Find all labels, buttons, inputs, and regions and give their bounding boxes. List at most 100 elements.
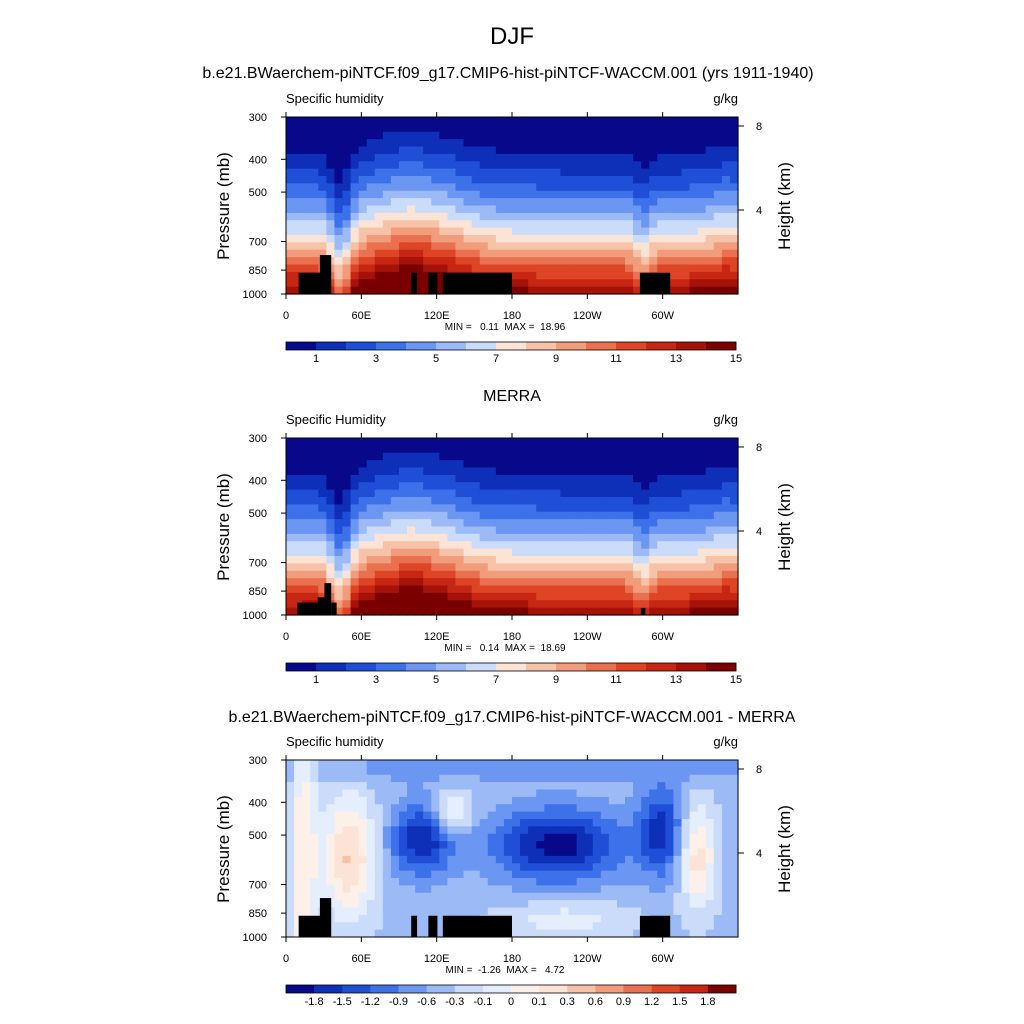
field-cell <box>495 885 505 894</box>
field-cell <box>366 541 376 550</box>
field-cell <box>310 190 319 199</box>
field-cell <box>721 796 731 805</box>
field-cell <box>649 541 658 550</box>
field-cell <box>495 249 505 258</box>
field-cell <box>633 892 642 901</box>
field-cell <box>721 489 731 498</box>
field-cell <box>423 124 432 133</box>
field-cell <box>358 190 368 199</box>
field-cell <box>552 153 562 162</box>
field-cell <box>286 139 295 148</box>
field-cell <box>600 279 610 288</box>
field-cell <box>326 227 336 236</box>
field-cell <box>568 533 578 542</box>
field-cell <box>600 257 610 266</box>
colorbar-label: -0.6 <box>417 996 436 1008</box>
field-cell <box>342 526 352 535</box>
field-cell <box>625 460 634 469</box>
field-cell <box>334 914 344 923</box>
field-cell <box>608 592 618 601</box>
field-cell <box>326 578 336 587</box>
field-cell <box>382 519 392 528</box>
field-cell <box>407 548 416 557</box>
field-cell <box>374 279 384 288</box>
field-cell <box>350 445 360 454</box>
field-cell <box>560 467 570 476</box>
field-cell <box>286 914 295 923</box>
field-cell <box>584 841 594 850</box>
field-cell <box>487 519 497 528</box>
field-cell <box>721 819 731 827</box>
field-cell <box>286 870 295 879</box>
field-cell <box>471 841 481 850</box>
field-cell <box>294 819 303 827</box>
field-cell <box>616 789 626 798</box>
field-cell <box>358 789 368 798</box>
field-cell <box>318 774 327 783</box>
field-cell <box>366 497 376 505</box>
field-cell <box>390 504 400 513</box>
field-cell <box>463 907 473 916</box>
field-cell <box>592 541 602 550</box>
field-cell <box>713 833 723 842</box>
field-cell <box>560 570 570 579</box>
field-cell <box>729 183 739 192</box>
field-cell <box>552 900 562 909</box>
field-cell <box>318 855 327 864</box>
field-cell <box>649 124 658 133</box>
field-cell <box>415 541 424 550</box>
field-cell <box>665 833 675 842</box>
field-cell <box>673 146 683 155</box>
field-cell <box>600 929 610 938</box>
field-cell <box>382 131 392 140</box>
field-cell <box>560 600 570 609</box>
field-cell <box>399 878 408 886</box>
field-cell <box>721 760 731 768</box>
field-cell <box>366 271 376 280</box>
field-cell <box>399 124 408 133</box>
field-cell <box>471 139 481 148</box>
field-cell <box>592 227 602 236</box>
field-cell <box>310 526 319 535</box>
field-cell <box>431 570 440 579</box>
field-cell <box>334 257 344 266</box>
colorbar-swatch <box>316 342 347 350</box>
field-cell <box>528 467 537 476</box>
field-cell <box>657 482 666 491</box>
y-tick-label: 850 <box>249 908 267 920</box>
field-cell <box>334 497 344 505</box>
field-cell <box>528 578 537 587</box>
field-cell <box>439 124 449 133</box>
field-cell <box>366 212 376 221</box>
field-cell <box>399 117 408 125</box>
field-cell <box>431 526 440 535</box>
field-cell <box>600 183 610 192</box>
field-cell <box>366 482 376 491</box>
field-cell <box>471 607 481 616</box>
field-cell <box>366 227 376 236</box>
field-cell <box>439 592 449 601</box>
field-cell <box>568 578 578 587</box>
field-cell <box>382 760 392 768</box>
field-cell <box>649 833 658 842</box>
field-cell <box>455 578 465 587</box>
field-cell <box>544 212 553 221</box>
field-cell <box>608 607 618 616</box>
field-cell <box>544 460 553 469</box>
field-cell <box>552 519 562 528</box>
field-cell <box>390 833 400 842</box>
field-cell <box>536 124 545 133</box>
field-cell <box>528 819 537 827</box>
field-cell <box>342 212 352 221</box>
field-cell <box>592 863 602 872</box>
field-cell <box>576 892 586 901</box>
field-cell <box>479 900 489 909</box>
field-cell <box>568 205 578 214</box>
field-cell <box>286 190 295 199</box>
field-cell <box>600 220 610 229</box>
field-cell <box>657 774 666 783</box>
field-cell <box>310 826 319 835</box>
field-cell <box>487 153 497 162</box>
field-cell <box>302 249 311 258</box>
